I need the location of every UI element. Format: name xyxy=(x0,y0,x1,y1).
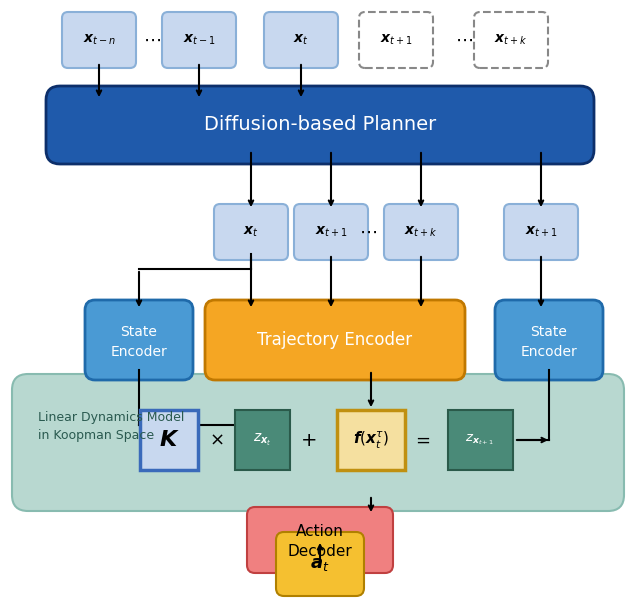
FancyBboxPatch shape xyxy=(85,300,193,380)
Bar xyxy=(337,410,405,470)
Text: $\boldsymbol{x}_{t}$: $\boldsymbol{x}_{t}$ xyxy=(293,33,309,47)
FancyBboxPatch shape xyxy=(359,12,433,68)
Text: $\cdots$: $\cdots$ xyxy=(455,31,473,49)
Text: $\boldsymbol{a}_t$: $\boldsymbol{a}_t$ xyxy=(310,555,330,573)
Text: in Koopman Space: in Koopman Space xyxy=(38,430,154,443)
Text: $z_{\boldsymbol{x}_t}$: $z_{\boldsymbol{x}_t}$ xyxy=(253,432,271,448)
Text: State: State xyxy=(120,325,157,339)
Text: State: State xyxy=(531,325,568,339)
Text: $\boldsymbol{x}_{t+k}$: $\boldsymbol{x}_{t+k}$ xyxy=(404,225,438,239)
FancyBboxPatch shape xyxy=(294,204,368,260)
Text: Encoder: Encoder xyxy=(111,345,168,359)
FancyBboxPatch shape xyxy=(162,12,236,68)
Text: $\boldsymbol{x}_{t-1}$: $\boldsymbol{x}_{t-1}$ xyxy=(182,33,215,47)
Text: $\boldsymbol{K}$: $\boldsymbol{K}$ xyxy=(159,430,179,450)
Text: $z_{\boldsymbol{x}_{t+1}}$: $z_{\boldsymbol{x}_{t+1}}$ xyxy=(465,433,495,447)
FancyBboxPatch shape xyxy=(384,204,458,260)
Text: Trajectory Encoder: Trajectory Encoder xyxy=(257,331,413,349)
FancyBboxPatch shape xyxy=(214,204,288,260)
Text: $\cdots$: $\cdots$ xyxy=(359,223,377,241)
FancyBboxPatch shape xyxy=(12,374,624,511)
Text: $\boldsymbol{x}_{t+1}$: $\boldsymbol{x}_{t+1}$ xyxy=(315,225,348,239)
Text: $\times$: $\times$ xyxy=(209,431,223,449)
FancyBboxPatch shape xyxy=(205,300,465,380)
FancyBboxPatch shape xyxy=(46,86,594,164)
Text: $\boldsymbol{x}_{t}$: $\boldsymbol{x}_{t}$ xyxy=(243,225,259,239)
Text: Linear Dynamics Model: Linear Dynamics Model xyxy=(38,412,184,425)
Text: Decoder: Decoder xyxy=(287,545,353,559)
Text: $\boldsymbol{x}_{t+1}$: $\boldsymbol{x}_{t+1}$ xyxy=(525,225,557,239)
FancyBboxPatch shape xyxy=(474,12,548,68)
FancyBboxPatch shape xyxy=(264,12,338,68)
Text: $+$: $+$ xyxy=(300,431,316,449)
Text: $=$: $=$ xyxy=(412,431,430,449)
Bar xyxy=(448,410,513,470)
FancyBboxPatch shape xyxy=(504,204,578,260)
Bar xyxy=(140,410,198,470)
Text: $\boldsymbol{f}(\boldsymbol{x}_t^\tau)$: $\boldsymbol{f}(\boldsymbol{x}_t^\tau)$ xyxy=(353,430,389,451)
Text: $\boldsymbol{x}_{t-n}$: $\boldsymbol{x}_{t-n}$ xyxy=(83,33,115,47)
FancyBboxPatch shape xyxy=(247,507,393,573)
FancyBboxPatch shape xyxy=(495,300,603,380)
Text: Diffusion-based Planner: Diffusion-based Planner xyxy=(204,115,436,134)
FancyBboxPatch shape xyxy=(276,532,364,596)
Text: $\boldsymbol{x}_{t+1}$: $\boldsymbol{x}_{t+1}$ xyxy=(380,33,412,47)
Text: $\cdots$: $\cdots$ xyxy=(143,31,161,49)
Text: Encoder: Encoder xyxy=(520,345,577,359)
Bar xyxy=(235,410,290,470)
Text: $\boldsymbol{x}_{t+k}$: $\boldsymbol{x}_{t+k}$ xyxy=(494,33,527,47)
Text: Action: Action xyxy=(296,524,344,539)
FancyBboxPatch shape xyxy=(62,12,136,68)
